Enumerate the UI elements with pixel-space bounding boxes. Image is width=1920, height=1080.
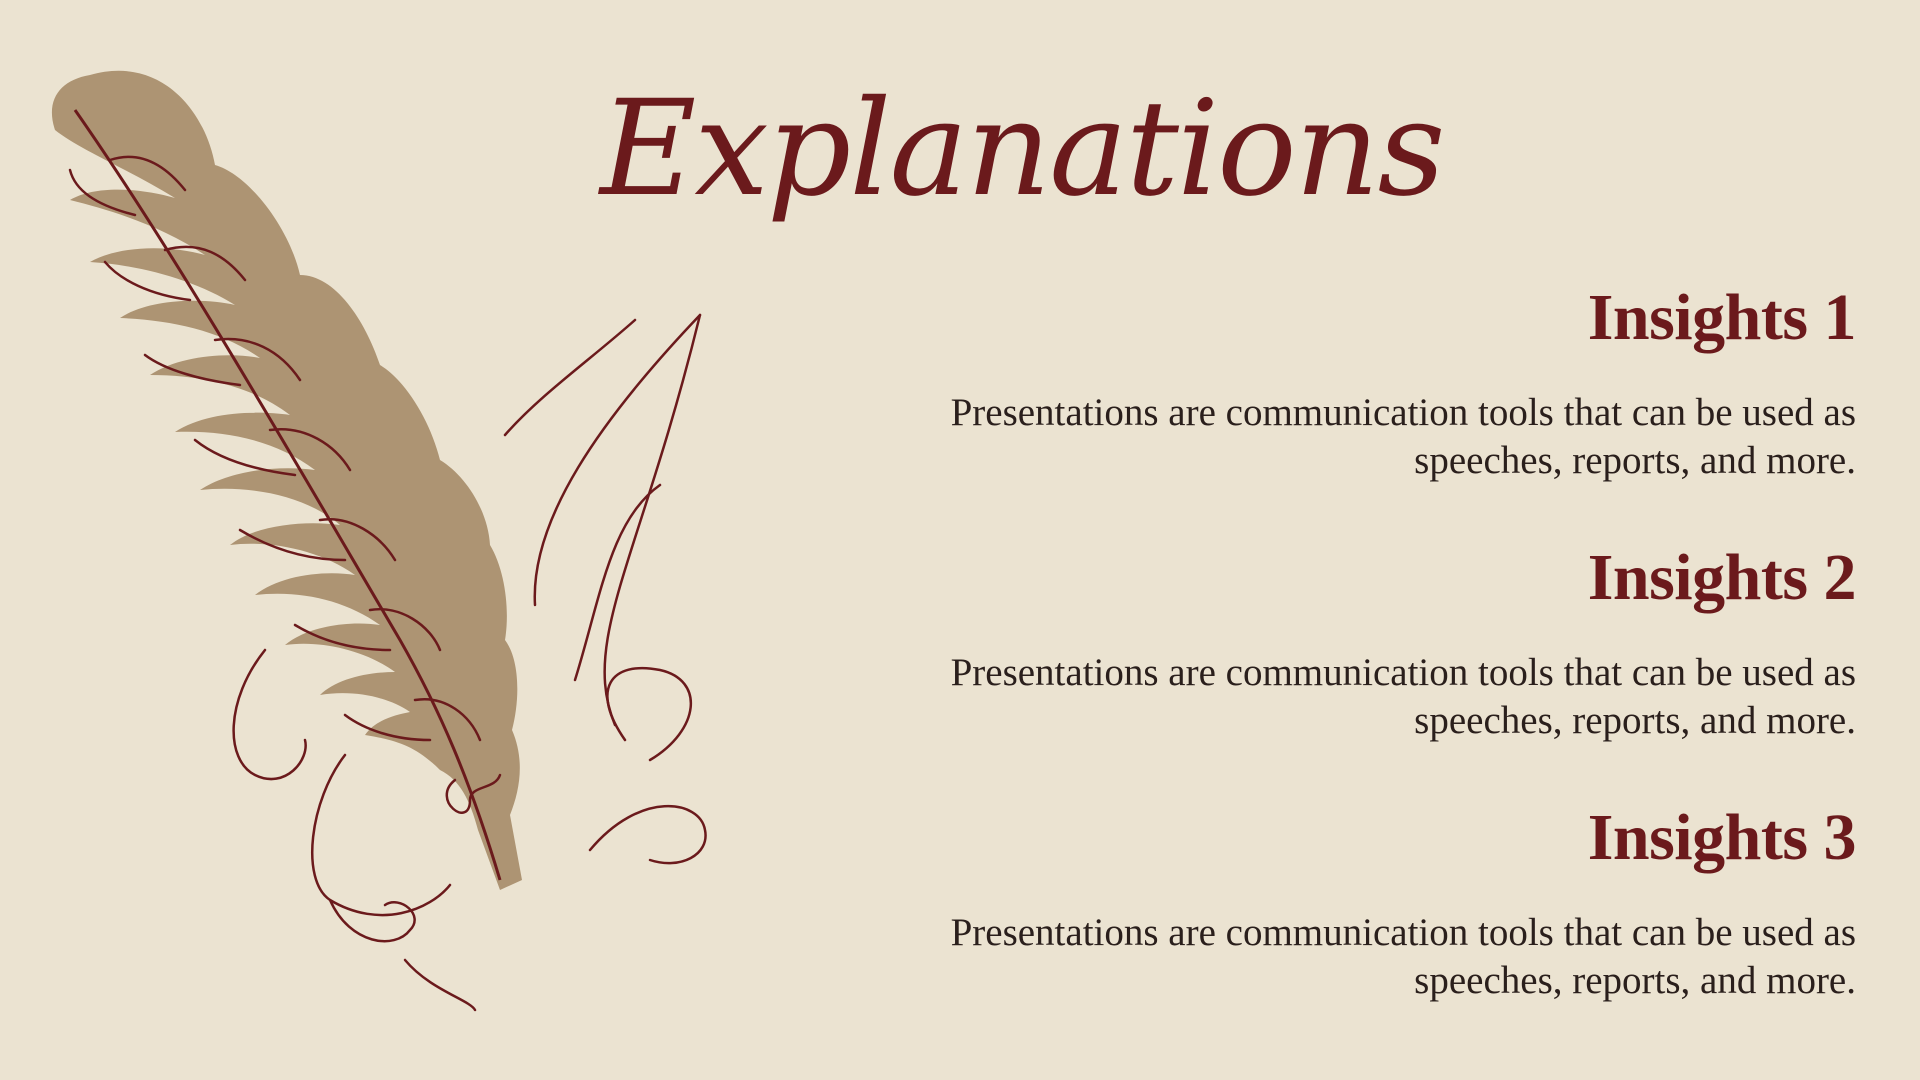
insight-block-2: Insights 2 Presentations are communicati… <box>656 541 1857 745</box>
feather-veins <box>68 155 482 742</box>
insight-block-3: Insights 3 Presentations are communicati… <box>656 801 1857 1005</box>
insight-body-3-line-2: speeches, reports, and more. <box>1414 959 1856 1002</box>
insight-heading-3: Insights 3 <box>1587 801 1857 874</box>
swirl-lines-icon <box>232 313 707 1012</box>
feather-vane <box>51 70 523 890</box>
feather-shaft <box>73 109 502 881</box>
insight-body-2-line-1: Presentations are communication tools th… <box>950 651 1856 694</box>
feather-quill-icon <box>51 70 707 1012</box>
insight-body-1: Presentations are communication tools th… <box>656 389 1856 485</box>
insight-body-2-line-2: speeches, reports, and more. <box>1414 699 1856 742</box>
insight-body-3: Presentations are communication tools th… <box>656 909 1856 1005</box>
insight-body-2: Presentations are communication tools th… <box>656 649 1856 745</box>
slide-title: Explanations <box>600 72 1445 226</box>
insight-heading-2: Insights 2 <box>1587 541 1857 614</box>
insight-body-1-line-1: Presentations are communication tools th… <box>950 391 1856 434</box>
insight-block-1: Insights 1 Presentations are communicati… <box>656 281 1857 485</box>
insight-heading-1: Insights 1 <box>1587 281 1857 354</box>
insight-body-3-line-1: Presentations are communication tools th… <box>950 911 1856 954</box>
insight-body-1-line-2: speeches, reports, and more. <box>1414 439 1856 482</box>
